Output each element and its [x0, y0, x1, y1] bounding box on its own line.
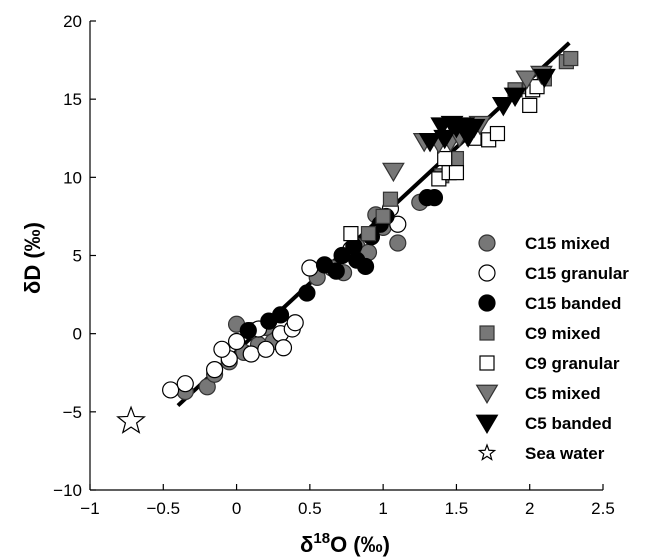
- legend-item: C15 banded: [478, 294, 621, 313]
- data-point: [301, 259, 319, 277]
- legend-marker: [479, 325, 495, 341]
- data-point: [298, 284, 316, 302]
- y-tick-label: 0: [73, 325, 82, 344]
- legend-label: C5 mixed: [525, 384, 601, 403]
- data-point: [257, 340, 275, 358]
- y-tick-label: −10: [53, 481, 82, 500]
- data-point: [462, 118, 486, 139]
- data-point: [425, 189, 444, 207]
- legend-label: C9 granular: [525, 354, 620, 373]
- x-tick-label: 0: [232, 499, 241, 518]
- data-point: [437, 150, 453, 167]
- data-point: [274, 339, 293, 357]
- x-ticks: −1 −0.5 0 0.5 1 1.5 2 2.5: [80, 484, 615, 518]
- legend-label: C9 mixed: [525, 324, 601, 343]
- data-point: [515, 70, 539, 90]
- data-points: [116, 50, 579, 434]
- data-point: [327, 262, 345, 280]
- x-axis-title-rest: O (‰): [330, 532, 390, 557]
- series-sea-water: [116, 405, 146, 434]
- y-tick-label: 15: [63, 90, 82, 109]
- data-point: [491, 97, 515, 117]
- x-tick-label: 1.5: [445, 499, 469, 518]
- series-c15-banded: [239, 189, 444, 340]
- legend-marker: [478, 264, 496, 282]
- legend-label: C15 mixed: [525, 234, 610, 253]
- data-point: [176, 375, 194, 393]
- data-point: [198, 378, 216, 396]
- x-tick-label: 2: [525, 499, 534, 518]
- legend-item: C9 granular: [479, 354, 620, 373]
- data-point: [503, 87, 527, 108]
- data-point: [360, 226, 377, 242]
- x-tick-label: 0.5: [298, 499, 322, 518]
- x-tick-label: 1: [378, 499, 387, 518]
- legend-item: C5 mixed: [475, 384, 601, 405]
- legend-label: C5 banded: [525, 414, 612, 433]
- legend-label: C15 banded: [525, 294, 621, 313]
- legend-label: C15 granular: [525, 264, 629, 283]
- axes: −1 −0.5 0 0.5 1 1.5 2 2.5 −10 −5 0 5 10 15 20: [53, 12, 615, 518]
- data-point: [227, 332, 246, 351]
- legend-label: Sea water: [525, 444, 605, 463]
- data-point: [116, 405, 146, 434]
- legend-item: Sea water: [477, 443, 605, 463]
- x-tick-label: −0.5: [147, 499, 181, 518]
- data-point: [389, 234, 407, 252]
- data-point: [418, 133, 442, 153]
- legend-marker: [477, 443, 497, 461]
- legend-item: C15 granular: [478, 264, 629, 283]
- legend-item: C15 mixed: [478, 234, 610, 253]
- data-point: [532, 68, 556, 89]
- legend-marker: [478, 294, 496, 312]
- legend-item: C5 banded: [475, 414, 612, 435]
- x-axis-title-delta: δ: [300, 532, 313, 557]
- data-point: [162, 381, 180, 399]
- data-point: [242, 345, 260, 363]
- legend-item: C9 mixed: [479, 324, 601, 343]
- data-point: [382, 162, 405, 183]
- legend-marker: [475, 384, 499, 405]
- data-point: [389, 215, 407, 233]
- y-axis-title: δD (‰): [20, 222, 45, 294]
- data-point: [382, 191, 399, 207]
- legend: C15 mixed C15 granular C15 banded C9 mixed C…: [475, 234, 629, 463]
- data-point: [356, 257, 375, 276]
- data-point: [522, 97, 538, 114]
- data-point: [205, 361, 224, 379]
- x-axis-title: δ18O (‰): [300, 530, 390, 557]
- data-point: [489, 125, 506, 142]
- data-point: [563, 50, 579, 67]
- legend-marker: [475, 414, 499, 435]
- x-tick-label: −1: [80, 499, 99, 518]
- series-c5-banded: [418, 68, 556, 153]
- data-point: [271, 306, 290, 324]
- x-tick-label: 2.5: [591, 499, 615, 518]
- y-ticks: −10 −5 0 5 10 15 20: [53, 12, 96, 500]
- data-point: [213, 340, 231, 358]
- y-tick-label: 5: [73, 247, 82, 266]
- legend-marker: [478, 234, 496, 252]
- data-point: [343, 226, 359, 242]
- data-point: [239, 321, 257, 340]
- y-tick-label: 10: [63, 168, 82, 187]
- y-tick-label: −5: [63, 403, 82, 422]
- legend-marker: [479, 355, 495, 371]
- y-tick-label: 20: [63, 12, 82, 31]
- x-axis-title-superscript: 18: [313, 530, 330, 547]
- data-point: [375, 208, 391, 225]
- data-point: [286, 314, 304, 332]
- data-point: [448, 165, 465, 181]
